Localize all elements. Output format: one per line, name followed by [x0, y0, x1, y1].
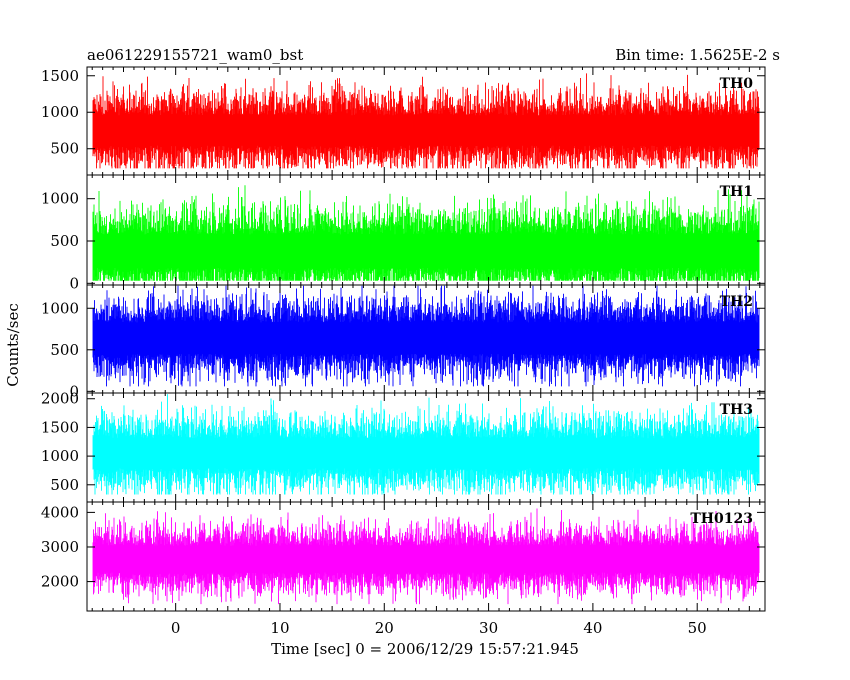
panel-label-th3: TH3 — [720, 402, 753, 418]
y-tick-label: 1500 — [41, 67, 79, 85]
y-tick-label: 1000 — [41, 447, 79, 465]
x-tick-label: 30 — [479, 619, 498, 637]
series-th0123 — [92, 508, 760, 605]
x-tick-label: 40 — [583, 619, 602, 637]
y-tick-label: 1500 — [41, 418, 79, 436]
x-axis-label: Time [sec] 0 = 2006/12/29 15:57:21.945 — [271, 640, 579, 658]
panel-label-th2: TH2 — [720, 294, 753, 310]
y-tick-label: 2000 — [41, 573, 79, 591]
series-th3 — [92, 394, 760, 495]
series-th1 — [92, 185, 760, 281]
y-tick-label: 500 — [50, 232, 79, 250]
y-tick-label: 0 — [69, 274, 79, 292]
chart-title: ae061229155721_wam0_bst — [87, 46, 303, 64]
y-tick-label: 1000 — [41, 103, 79, 121]
y-tick-label: 500 — [50, 341, 79, 359]
y-tick-label: 4000 — [41, 503, 79, 521]
panel-label-th0123: TH0123 — [690, 511, 753, 527]
x-tick-label: 50 — [688, 619, 707, 637]
y-axis-label: Counts/sec — [4, 303, 22, 387]
y-tick-label: 2000 — [41, 390, 79, 408]
y-tick-label: 1000 — [41, 299, 79, 317]
x-tick-label: 10 — [270, 619, 289, 637]
y-tick-label: 500 — [50, 476, 79, 494]
y-tick-label: 3000 — [41, 538, 79, 556]
x-tick-label: 20 — [375, 619, 394, 637]
panel-label-th0: TH0 — [720, 76, 754, 92]
y-tick-label: 1000 — [41, 190, 79, 208]
panel-label-th1: TH1 — [720, 184, 753, 200]
y-tick-label: 500 — [50, 140, 79, 158]
series-th2 — [92, 285, 760, 387]
series-th0 — [92, 73, 760, 169]
y-tick-label: 0 — [69, 382, 79, 400]
x-tick-label: 0 — [171, 619, 181, 637]
bin-time-label: Bin time: 1.5625E-2 s — [615, 46, 780, 64]
